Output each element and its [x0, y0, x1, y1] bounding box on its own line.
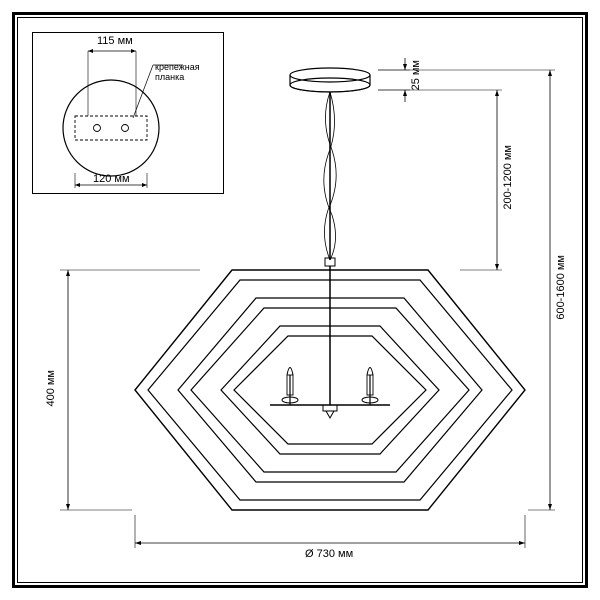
dim-total-height: 600-1600 мм [555, 255, 567, 320]
dim-fixture-height: 400 мм [45, 370, 57, 407]
dim-canopy-height: 25 мм [410, 60, 422, 90]
dim-cable-length: 200-1200 мм [502, 145, 514, 210]
dim-fixture-diameter: Ø 730 мм [305, 548, 353, 560]
main-drawing [0, 0, 600, 600]
